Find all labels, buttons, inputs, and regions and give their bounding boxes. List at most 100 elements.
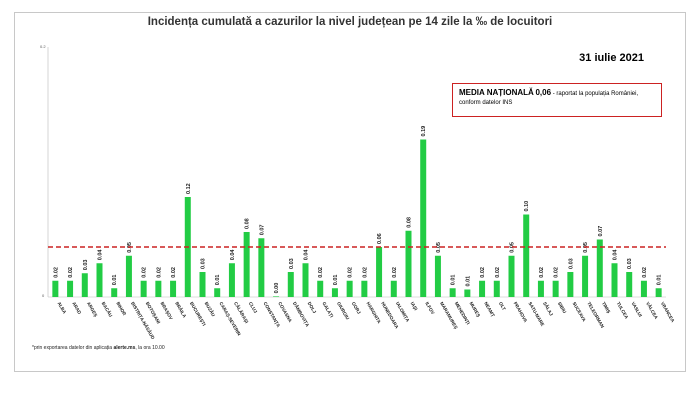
category-label-35: SUCEAVA <box>571 301 587 323</box>
category-label-9: BUCUREȘTI <box>188 301 207 327</box>
bar-37 <box>596 239 603 297</box>
bar-23 <box>390 280 397 297</box>
bar-value-label-33: 0.02 <box>539 267 545 278</box>
category-label-37: TIMIȘ <box>600 301 611 315</box>
bar-3 <box>96 263 103 297</box>
bar-value-label-22: 0.06 <box>377 233 383 244</box>
bar-12 <box>228 263 235 297</box>
category-label-18: GALAȚI <box>321 301 334 318</box>
bar-value-label-15: 0.00 <box>274 283 280 294</box>
bar-36 <box>582 255 589 297</box>
category-label-21: HARGHITA <box>365 301 382 325</box>
bar-41 <box>655 288 662 297</box>
national-average-title: MEDIA NAȚIONALĂ <box>459 88 534 97</box>
category-label-32: SATU-MARE <box>527 301 545 327</box>
bar-value-label-40: 0.02 <box>642 267 648 278</box>
bar-8 <box>170 280 177 297</box>
bar-32 <box>523 214 530 297</box>
bar-value-label-9: 0.12 <box>186 183 192 194</box>
bar-value-label-39: 0.03 <box>627 258 633 269</box>
category-label-2: ARGEȘ <box>85 301 98 318</box>
category-label-19: GIURGIU <box>336 301 350 321</box>
bar-value-label-26: 0.05 <box>436 242 442 253</box>
category-label-29: NEAMȚ <box>483 301 496 318</box>
chart-frame <box>14 12 686 372</box>
bar-value-label-34: 0.02 <box>554 267 560 278</box>
bar-value-label-1: 0.02 <box>68 267 74 278</box>
bar-7 <box>155 280 162 297</box>
bar-40 <box>640 280 647 297</box>
bar-value-label-14: 0.07 <box>259 225 265 236</box>
bar-value-label-21: 0.02 <box>362 267 368 278</box>
y-tick-top: 0.2 <box>40 44 46 49</box>
bar-value-label-19: 0.01 <box>333 275 339 286</box>
bar-33 <box>537 280 544 297</box>
bar-11 <box>214 288 221 297</box>
bar-value-label-17: 0.04 <box>304 249 310 261</box>
category-label-10: BUZĂU <box>204 301 218 319</box>
bar-20 <box>346 280 353 297</box>
category-label-7: BRAȘOV <box>159 301 174 322</box>
bar-31 <box>508 255 515 297</box>
bar-27 <box>449 288 456 297</box>
bar-value-label-3: 0.04 <box>98 249 104 261</box>
national-average-value: 0,06 <box>535 88 552 97</box>
bar-2 <box>81 273 88 297</box>
bar-21 <box>361 280 368 297</box>
category-label-38: TULCEA <box>616 301 630 320</box>
bar-value-label-37: 0.07 <box>598 226 604 237</box>
category-label-30: OLT <box>498 301 507 311</box>
bar-value-label-4: 0.01 <box>112 275 118 286</box>
bar-26 <box>434 255 441 297</box>
category-label-3: BACĂU <box>101 301 115 319</box>
footnote: *prin exportarea datelor din aplicația a… <box>32 345 165 351</box>
bar-value-label-20: 0.02 <box>348 267 354 278</box>
category-label-15: COVASNA <box>277 301 293 324</box>
category-label-0: ALBA <box>56 301 67 315</box>
bar-30 <box>493 280 500 297</box>
category-label-4: BIHOR <box>115 301 127 317</box>
bar-28 <box>464 289 471 297</box>
bar-value-label-41: 0.01 <box>657 275 663 286</box>
bar-5 <box>125 255 132 297</box>
bar-29 <box>479 280 486 297</box>
category-label-8: BRĂILA <box>174 301 188 320</box>
footnote-source: alerte.ms <box>113 345 136 351</box>
bar-17 <box>302 263 309 297</box>
bar-22 <box>376 247 383 297</box>
y-tick-zero: 0 <box>42 293 45 298</box>
bar-39 <box>626 272 633 297</box>
bar-value-label-29: 0.02 <box>480 267 486 278</box>
category-label-13: CLUJ <box>248 301 259 314</box>
bar-25 <box>420 139 427 297</box>
bar-value-label-7: 0.02 <box>156 267 162 278</box>
national-average-text: - raportat la populația României, confor… <box>459 91 639 106</box>
bar-34 <box>552 280 559 297</box>
bar-4 <box>111 288 118 297</box>
bar-value-label-28: 0.01 <box>465 276 471 287</box>
bar-0 <box>52 280 59 297</box>
bar-value-label-23: 0.02 <box>392 267 398 278</box>
category-label-20: GORJ <box>351 301 362 315</box>
bar-16 <box>287 272 294 297</box>
category-label-33: SĂLAJ <box>542 301 555 317</box>
bar-value-label-18: 0.02 <box>318 267 324 278</box>
bar-value-label-27: 0.01 <box>451 275 457 286</box>
bar-value-label-25: 0.19 <box>421 126 427 137</box>
category-label-28: MUREȘ <box>468 301 481 318</box>
category-label-31: PRAHOVA <box>513 301 529 324</box>
bar-value-label-2: 0.03 <box>83 260 89 271</box>
bar-value-label-0: 0.02 <box>53 267 59 278</box>
category-label-24: IAȘI <box>409 301 419 312</box>
bar-10 <box>199 272 206 297</box>
category-label-39: VASLUI <box>630 301 643 318</box>
national-average-box: MEDIA NAȚIONALĂ 0,06 - raportat la popul… <box>452 83 662 117</box>
category-label-34: SIBIU <box>557 301 568 315</box>
category-label-23: IALOMIȚA <box>395 301 411 323</box>
chart-date: 31 iulie 2021 <box>579 52 644 64</box>
bar-38 <box>611 263 618 297</box>
bar-value-label-16: 0.03 <box>289 258 295 269</box>
bar-value-label-30: 0.02 <box>495 267 501 278</box>
bar-35 <box>567 272 574 297</box>
